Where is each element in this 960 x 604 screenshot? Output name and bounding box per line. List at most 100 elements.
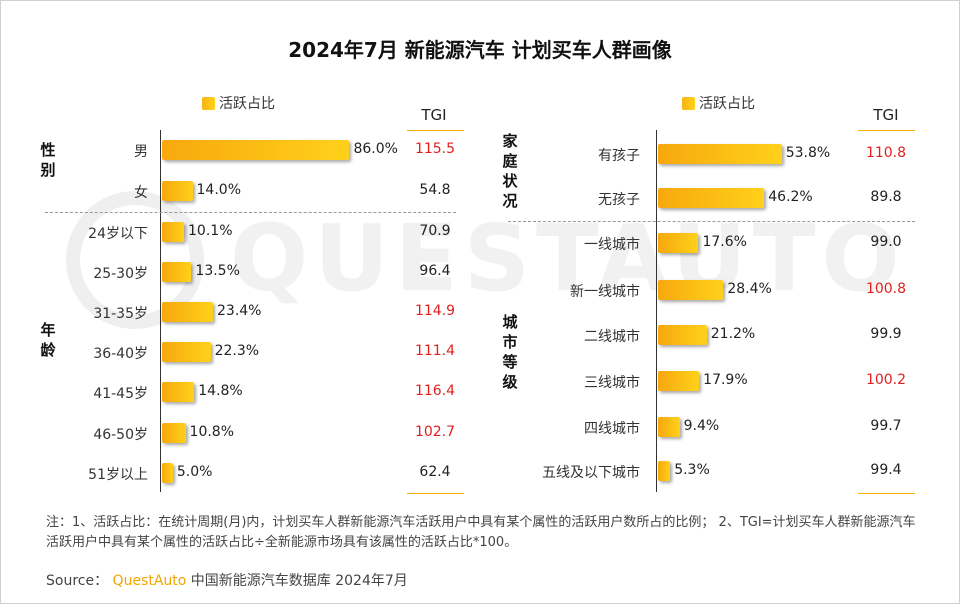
category-label: 新一线城市: [570, 284, 640, 300]
bar: [658, 144, 782, 164]
bar-value-label: 14.8%: [198, 383, 243, 399]
bar: [162, 423, 186, 443]
group-label-char: 庭: [502, 152, 518, 170]
legend-right: 活跃占比: [682, 93, 755, 113]
legend-label: 活跃占比: [219, 96, 275, 112]
category-label: 二线城市: [584, 329, 640, 345]
group-divider-right: [508, 220, 915, 222]
bar: [162, 302, 213, 322]
source-brand: QuestAuto: [112, 573, 187, 589]
category-label: 五线及以下城市: [542, 465, 640, 481]
bar: [162, 463, 173, 483]
group-label-char: 龄: [40, 341, 56, 359]
category-label: 24岁以下: [88, 226, 148, 242]
bar: [162, 140, 350, 160]
group-label-char: 级: [502, 373, 518, 391]
tgi-value: 54.8: [419, 182, 451, 198]
axis-right: [656, 130, 657, 492]
category-label: 25-30岁: [93, 266, 148, 282]
bar-value-label: 5.3%: [674, 462, 710, 478]
category-label: 无孩子: [598, 192, 640, 208]
category-label: 36-40岁: [93, 346, 148, 362]
bar: [658, 188, 765, 208]
bar: [658, 461, 671, 481]
category-label: 41-45岁: [93, 386, 148, 402]
category-label: 一线城市: [584, 237, 640, 253]
tgi-value: 114.9: [414, 303, 456, 319]
bar-value-label: 23.4%: [217, 303, 262, 319]
group-label-char: 等: [502, 353, 518, 371]
source-prefix: Source：: [46, 573, 109, 589]
legend-swatch: [682, 96, 695, 110]
bar: [162, 342, 211, 362]
bar: [658, 417, 680, 437]
category-label: 女: [134, 185, 148, 201]
tgi-value: 99.0: [870, 234, 902, 250]
bar-value-label: 21.2%: [710, 326, 756, 342]
tgi-value: 99.9: [870, 326, 902, 342]
tgi-value: 70.9: [419, 223, 451, 239]
chart-title: 2024年7月 新能源汽车 计划买车人群画像: [288, 38, 672, 62]
group-label-char: 况: [502, 192, 518, 210]
category-label: 有孩子: [598, 148, 640, 164]
bar: [162, 222, 185, 242]
bar: [162, 262, 192, 282]
tgi-value: 99.4: [870, 462, 902, 478]
bar: [162, 181, 193, 201]
group-label-char: 别: [40, 161, 56, 179]
tgi-value: 100.8: [865, 281, 907, 297]
tgi-bottom-line-right: [858, 493, 915, 494]
category-label: 男: [134, 144, 148, 160]
group-label-char: 年: [40, 321, 56, 339]
bar-value-label: 10.1%: [188, 223, 233, 239]
tgi-value: 99.7: [870, 418, 902, 434]
tgi-value: 110.8: [865, 145, 907, 161]
tgi-value: 89.8: [870, 189, 902, 205]
group-label-char: 市: [502, 333, 518, 351]
category-label: 31-35岁: [93, 306, 148, 322]
axis-left: [160, 130, 161, 492]
category-label: 三线城市: [584, 375, 640, 391]
tgi-value: 62.4: [419, 464, 451, 480]
tgi-value: 116.4: [414, 383, 456, 399]
tgi-top-line-left: [407, 130, 464, 131]
watermark: QUESTAUTO: [66, 191, 906, 329]
group-label-char: 家: [502, 132, 518, 150]
bar-value-label: 5.0%: [176, 464, 213, 480]
bar-value-label: 14.0%: [196, 182, 241, 198]
category-label: 51岁以上: [88, 467, 148, 483]
source-suffix: 中国新能源汽车数据库 2024年7月: [190, 573, 408, 589]
bar: [658, 233, 699, 253]
bar: [162, 382, 195, 402]
tgi-value: 96.4: [419, 263, 451, 279]
tgi-header-right: TGI: [873, 106, 899, 124]
bar-value-label: 17.6%: [702, 234, 747, 250]
group-divider-left: [45, 211, 456, 213]
bar-value-label: 28.4%: [727, 281, 772, 297]
group-label-char: 状: [502, 172, 518, 190]
legend-label: 活跃占比: [699, 96, 755, 112]
bar-value-label: 46.2%: [768, 189, 813, 205]
bar-value-label: 17.9%: [703, 372, 748, 388]
legend-swatch: [202, 96, 215, 110]
bar: [658, 371, 700, 391]
group-label-char: 性: [40, 141, 56, 159]
tgi-header-left: TGI: [421, 106, 447, 124]
tgi-value: 102.7: [414, 424, 456, 440]
tgi-value: 115.5: [414, 141, 456, 157]
tgi-bottom-line-left: [407, 493, 464, 494]
bar-value-label: 10.8%: [189, 424, 235, 440]
bar: [658, 280, 724, 300]
bar-value-label: 9.4%: [683, 418, 720, 434]
group-label-char: 城: [502, 313, 518, 331]
bar-value-label: 22.3%: [214, 343, 260, 359]
svg-text:QUESTAUTO: QUESTAUTO: [230, 205, 906, 312]
tgi-value: 111.4: [414, 343, 456, 359]
bar-value-label: 13.5%: [195, 263, 240, 279]
category-label: 四线城市: [584, 421, 640, 437]
bar-value-label: 86.0%: [353, 141, 398, 157]
legend-left: 活跃占比: [202, 93, 275, 113]
category-label: 46-50岁: [93, 427, 148, 443]
bar-value-label: 53.8%: [785, 145, 831, 161]
footnote: 注：1、活跃占比：在统计周期(月)内，计划买车人群新能源汽车活跃用户中具有某个属…: [46, 515, 916, 550]
